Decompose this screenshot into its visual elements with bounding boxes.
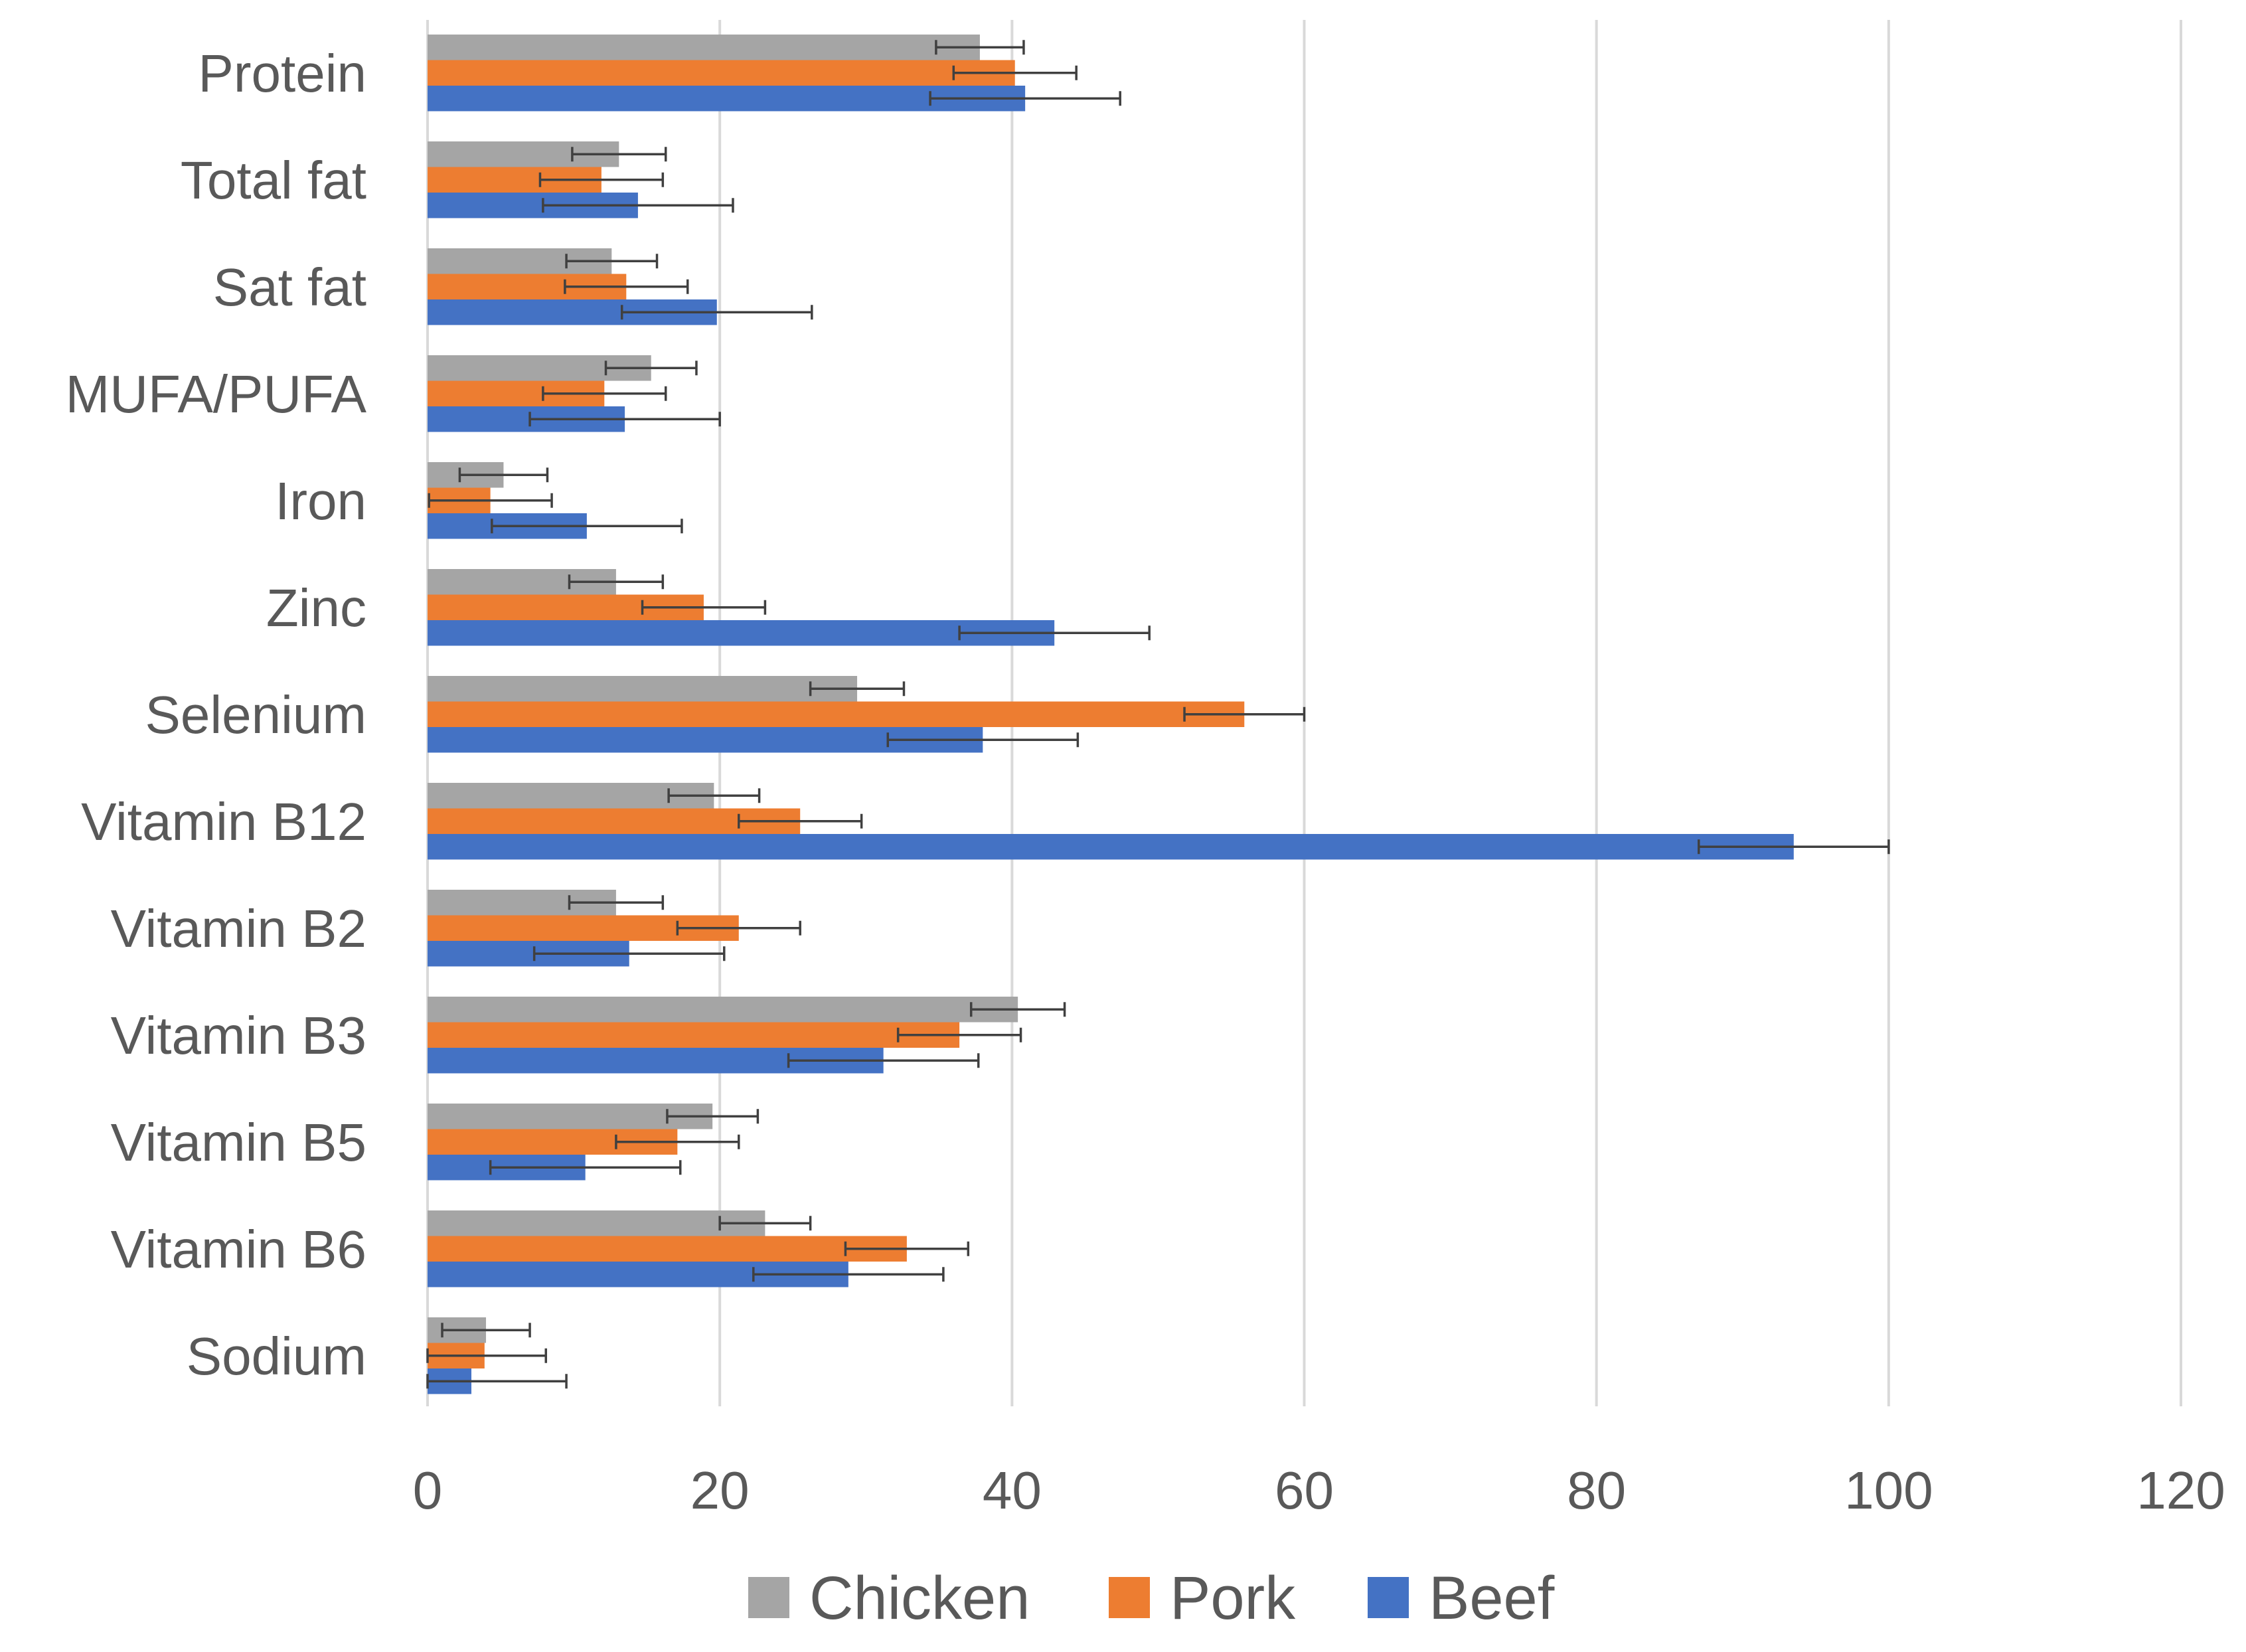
x-tick-labels: 0 20 40 60 80 100 120	[413, 1461, 2225, 1520]
x-tick-label: 20	[690, 1461, 750, 1520]
bar-beef-vitamin-b12	[428, 834, 1794, 860]
error-bar-beef-vitamin-b6	[752, 1267, 945, 1282]
bar-beef-zinc	[428, 620, 1055, 646]
bar-pork-vitamin-b6	[428, 1236, 907, 1262]
bar-chicken-vitamin-b6	[428, 1210, 765, 1236]
legend-label-beef: Beef	[1429, 1564, 1555, 1632]
legend-swatch-pork	[1109, 1577, 1150, 1618]
category-label-mufa-pufa: MUFA/PUFA	[66, 365, 367, 424]
bar-pork-vitamin-b3	[428, 1022, 960, 1048]
category-label-vitamin-b3: Vitamin B3	[111, 1006, 366, 1065]
legend-swatch-beef	[1368, 1577, 1409, 1618]
error-bar-pork-vitamin-b12	[738, 813, 863, 829]
legend-label-chicken: Chicken	[809, 1564, 1030, 1632]
category-label-sat-fat: Sat fat	[213, 258, 366, 317]
category-label-vitamin-b5: Vitamin B5	[111, 1113, 366, 1172]
legend-item-beef: Beef	[1368, 1564, 1555, 1632]
error-bar-beef-iron	[491, 519, 683, 534]
bar-chicken-selenium	[428, 676, 858, 702]
error-bar-beef-selenium	[886, 732, 1080, 748]
error-bar-pork-vitamin-b6	[844, 1241, 970, 1256]
error-bars	[426, 40, 1890, 1389]
category-label-sodium: Sodium	[187, 1327, 366, 1386]
error-bar-chicken-total-fat	[571, 147, 667, 162]
legend: Chicken Pork Beef	[748, 1564, 1555, 1632]
error-bar-chicken-sat-fat	[565, 254, 659, 269]
bar-pork-protein	[428, 60, 1015, 86]
legend-item-pork: Pork	[1109, 1564, 1296, 1632]
error-bar-beef-zinc	[958, 625, 1151, 641]
error-bar-chicken-zinc	[568, 574, 665, 590]
x-tick-label: 100	[1844, 1461, 1933, 1520]
legend-swatch-chicken	[748, 1577, 789, 1618]
error-bar-pork-vitamin-b3	[896, 1027, 1022, 1042]
error-bar-pork-selenium	[1183, 706, 1306, 722]
error-bar-pork-mufa-pufa	[542, 386, 667, 401]
category-label-iron: Iron	[275, 471, 366, 531]
legend-item-chicken: Chicken	[748, 1564, 1030, 1632]
error-bar-pork-sodium	[426, 1348, 548, 1363]
error-bar-beef-protein	[929, 91, 1121, 106]
error-bar-beef-vitamin-b5	[489, 1160, 682, 1175]
bar-chicken-vitamin-b3	[428, 997, 1018, 1023]
category-label-vitamin-b2: Vitamin B2	[111, 899, 366, 958]
error-bar-chicken-vitamin-b3	[969, 1002, 1066, 1017]
error-bar-chicken-vitamin-b2	[568, 895, 665, 910]
error-bar-pork-vitamin-b5	[615, 1134, 740, 1149]
error-bar-chicken-selenium	[809, 681, 906, 697]
category-label-protein: Protein	[199, 44, 366, 103]
category-label-zinc: Zinc	[266, 578, 366, 637]
category-label-vitamin-b6: Vitamin B6	[111, 1220, 366, 1279]
x-tick-label: 60	[1275, 1461, 1334, 1520]
error-bar-pork-vitamin-b2	[676, 920, 801, 936]
error-bar-chicken-protein	[935, 40, 1025, 55]
category-label-vitamin-b12: Vitamin B12	[81, 792, 366, 851]
x-tick-label: 120	[2136, 1461, 2225, 1520]
error-bar-pork-sat-fat	[564, 279, 689, 294]
error-bar-beef-mufa-pufa	[528, 412, 721, 427]
x-tick-label: 0	[413, 1461, 443, 1520]
error-bar-pork-protein	[952, 65, 1078, 80]
x-tick-label: 40	[983, 1461, 1042, 1520]
error-bar-beef-total-fat	[542, 198, 734, 213]
error-bar-chicken-vitamin-b6	[718, 1216, 812, 1231]
category-label-total-fat: Total fat	[181, 151, 366, 210]
error-bar-pork-total-fat	[538, 172, 665, 187]
bar-chicken-protein	[428, 35, 980, 60]
error-bar-beef-sodium	[426, 1374, 568, 1389]
error-bar-beef-vitamin-b2	[532, 946, 726, 961]
error-bar-beef-vitamin-b3	[787, 1053, 980, 1068]
error-bar-pork-zinc	[641, 600, 767, 615]
legend-label-pork: Pork	[1170, 1564, 1296, 1632]
error-bar-chicken-iron	[458, 467, 549, 483]
bar-beef-protein	[428, 86, 1026, 112]
error-bar-beef-sat-fat	[620, 305, 813, 320]
x-tick-label: 80	[1567, 1461, 1626, 1520]
bar-chicken-vitamin-b12	[428, 783, 714, 809]
error-bar-chicken-vitamin-b5	[666, 1109, 760, 1124]
bar-pork-selenium	[428, 701, 1245, 727]
category-labels: Protein Total fat Sat fat MUFA/PUFA Iron Zinc…	[66, 44, 367, 1386]
error-bar-chicken-vitamin-b12	[667, 788, 761, 803]
error-bar-beef-vitamin-b12	[1697, 839, 1890, 855]
error-bar-chicken-sodium	[441, 1323, 531, 1338]
error-bar-pork-iron	[428, 493, 553, 508]
category-label-selenium: Selenium	[145, 685, 366, 744]
bar-chicken-vitamin-b5	[428, 1104, 713, 1129]
error-bar-chicken-mufa-pufa	[604, 361, 698, 376]
bars	[428, 35, 1794, 1394]
